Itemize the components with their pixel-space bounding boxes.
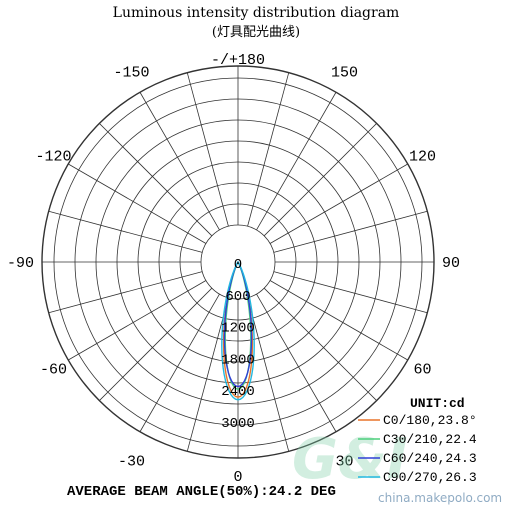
grid-spoke <box>263 123 377 237</box>
radial-tick-labels: 0 600 1200 1800 2400 3000 <box>221 257 255 432</box>
grid-spoke <box>269 163 408 244</box>
chart-subtitle: (灯具配光曲线) <box>212 25 300 40</box>
angle-label: -30 <box>118 453 145 470</box>
legend-entry: C60/240,24.3 <box>383 451 477 466</box>
radial-tick-label: 0 <box>234 257 242 273</box>
watermark-logo-text: G&I <box>292 427 408 492</box>
angle-label: -90 <box>7 255 34 272</box>
radial-tick-label: 2400 <box>221 384 255 400</box>
chart-title: Luminous intensity distribution diagram <box>113 5 400 21</box>
grid-spoke <box>256 92 337 231</box>
grid-spoke <box>99 123 213 237</box>
radial-tick-label: 1800 <box>221 352 255 368</box>
radial-tick-label: 600 <box>225 289 250 305</box>
angle-label: -/+180 <box>211 52 265 69</box>
grid-spoke <box>247 297 290 452</box>
grid-spoke <box>273 210 428 253</box>
unit-label: UNIT:cd <box>410 396 465 411</box>
grid-spoke <box>273 271 428 314</box>
watermark-site: china.makepolo.com <box>378 491 502 505</box>
legend-entry: C90/270,26.3 <box>383 470 477 485</box>
angle-label: 0 <box>233 469 242 486</box>
grid-spoke <box>186 297 229 452</box>
watermark-logo: G&I <box>292 427 408 492</box>
grid-spoke <box>68 280 207 361</box>
radial-tick-label: 1200 <box>221 321 255 337</box>
grid-spoke <box>256 293 337 432</box>
grid-spoke <box>263 287 377 401</box>
polar-grid <box>41 65 435 459</box>
grid-spoke <box>269 280 408 361</box>
grid-spoke <box>139 92 220 231</box>
grid-spoke <box>186 72 229 227</box>
angle-label: 150 <box>331 65 358 82</box>
grid-spoke <box>48 210 203 253</box>
angle-label: 90 <box>442 255 460 272</box>
grid-spoke <box>247 72 290 227</box>
grid-spoke <box>48 271 203 314</box>
angle-label: -120 <box>36 149 72 166</box>
angle-label: 120 <box>409 149 436 166</box>
beam-angle-footer: AVERAGE BEAM ANGLE(50%):24.2 DEG <box>67 484 336 500</box>
grid-spoke <box>139 293 220 432</box>
distribution-curves <box>221 261 255 401</box>
angle-labels: -/+180 -150 150 -120 120 -90 90 -60 60 -30 30 0 <box>7 52 460 486</box>
radial-tick-label: 3000 <box>221 416 255 432</box>
legend-entry: C0/180,23.8° <box>383 413 477 428</box>
curve-series-3 <box>221 261 255 401</box>
angle-label: -60 <box>40 362 67 379</box>
angle-label: 60 <box>413 362 431 379</box>
grid-spoke <box>99 287 213 401</box>
grid-spoke <box>68 163 207 244</box>
legend-entry: C30/210,22.4 <box>383 432 477 447</box>
legend: C0/180,23.8° C30/210,22.4 C60/240,24.3 C90/… <box>358 413 477 485</box>
angle-label: 30 <box>335 453 353 470</box>
angle-label: -150 <box>113 65 149 82</box>
